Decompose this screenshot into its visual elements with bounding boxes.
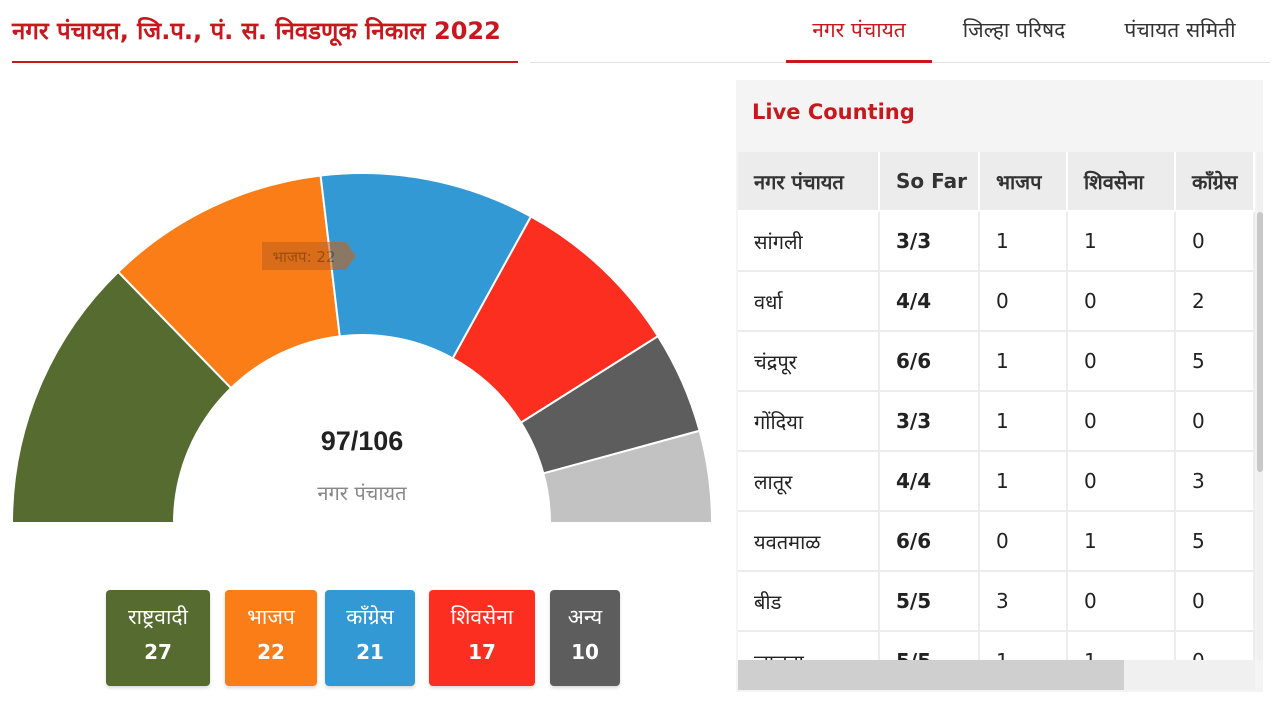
cell-value: 0: [1068, 332, 1176, 392]
center-value: 97/106: [321, 426, 404, 456]
live-counting-title: Live Counting: [752, 100, 915, 124]
table-row[interactable]: बीड 5/5 3 0 0: [738, 572, 1255, 632]
legend-badge-others[interactable]: अन्य 10: [550, 590, 620, 686]
tab-zilla-parishad[interactable]: जिल्हा परिषद: [962, 18, 1066, 42]
live-counting-panel: Live Counting नगर पंचायत So Far भाजप शिव…: [736, 80, 1263, 692]
column-header-so-far: So Far: [880, 152, 980, 212]
table-row[interactable]: वर्धा 4/4 0 0 2: [738, 272, 1255, 332]
cell-value: 0: [1176, 632, 1255, 660]
table-row[interactable]: चंद्रपूर 6/6 1 0 5: [738, 332, 1255, 392]
results-tabs: नगर पंचायत जिल्हा परिषद पंचायत समिती: [786, 14, 1270, 63]
chart-tooltip: भाजप: 22: [262, 242, 356, 270]
cell-value: 5: [1176, 512, 1255, 572]
center-label: नगर पंचायत: [317, 481, 407, 505]
cell-value: 1: [980, 632, 1068, 660]
cell-value: 1: [1068, 212, 1176, 272]
cell-value: 0: [1176, 572, 1255, 632]
table-header-row: नगर पंचायत So Far भाजप शिवसेना काँग्रेस: [738, 152, 1255, 212]
vertical-scrollbar[interactable]: [1257, 152, 1263, 660]
horizontal-scroll-thumb[interactable]: [738, 660, 1124, 690]
legend-badge-ncp[interactable]: राष्ट्रवादी 27: [106, 590, 210, 686]
legend-count: 22: [257, 640, 285, 664]
cell-value: 1: [980, 332, 1068, 392]
slice-5[interactable]: [542, 429, 714, 524]
cell-place: लातूर: [738, 452, 880, 512]
cell-value: 3: [1176, 452, 1255, 512]
cell-value: 1: [1068, 632, 1176, 660]
legend-name: काँग्रेस: [346, 605, 394, 629]
table-row[interactable]: यवतमाळ 6/6 0 1 5: [738, 512, 1255, 572]
cell-so-far: 6/6: [880, 332, 980, 392]
column-header-congress: काँग्रेस: [1176, 152, 1255, 212]
cell-place: वर्धा: [738, 272, 880, 332]
cell-value: 1: [1068, 512, 1176, 572]
legend-name: भाजप: [247, 605, 295, 629]
tab-nagar-panchayat[interactable]: नगर पंचायत: [786, 14, 932, 63]
cell-place: जालना: [738, 632, 880, 660]
horizontal-scrollbar[interactable]: [738, 660, 1255, 690]
table-row[interactable]: सांगली 3/3 1 1 0: [738, 212, 1255, 272]
cell-so-far: 4/4: [880, 452, 980, 512]
cell-value: 1: [980, 392, 1068, 452]
legend-badge-bjp[interactable]: भाजप 22: [225, 590, 317, 686]
column-header-shivsena: शिवसेना: [1068, 152, 1176, 212]
cell-value: 0: [1068, 272, 1176, 332]
cell-value: 1: [980, 452, 1068, 512]
cell-value: 5: [1176, 332, 1255, 392]
cell-place: यवतमाळ: [738, 512, 880, 572]
table-row[interactable]: जालना5/5110: [738, 632, 1255, 660]
cell-value: 0: [1068, 452, 1176, 512]
seat-share-chart[interactable]: 97/106 नगर पंचायत भाजप: 22: [0, 70, 730, 540]
cell-value: 3: [980, 572, 1068, 632]
table-row[interactable]: लातूर 4/4 1 0 3: [738, 452, 1255, 512]
title-underline: [12, 61, 518, 63]
cell-value: 0: [1068, 392, 1176, 452]
legend-count: 17: [468, 640, 496, 664]
cell-so-far: 4/4: [880, 272, 980, 332]
cell-so-far: 5/5: [880, 632, 980, 660]
cell-place: बीड: [738, 572, 880, 632]
legend-count: 21: [356, 640, 384, 664]
cell-so-far: 3/3: [880, 212, 980, 272]
legend-count: 10: [571, 640, 599, 664]
table-row[interactable]: गोंदिया 3/3 1 0 0: [738, 392, 1255, 452]
page-title: नगर पंचायत, जि.प., पं. स. निवडणूक निकाल …: [12, 17, 501, 45]
cell-value: 0: [980, 272, 1068, 332]
cell-value: 2: [1176, 272, 1255, 332]
legend-badge-congress[interactable]: काँग्रेस 21: [325, 590, 415, 686]
vertical-scroll-thumb[interactable]: [1257, 212, 1263, 472]
cell-place: गोंदिया: [738, 392, 880, 452]
cell-so-far: 6/6: [880, 512, 980, 572]
column-header-nagar-panchayat: नगर पंचायत: [738, 152, 880, 212]
cell-so-far: 3/3: [880, 392, 980, 452]
tooltip-text: भाजप: 22: [273, 248, 336, 266]
legend-name: शिवसेना: [450, 605, 514, 629]
legend-name: अन्य: [567, 605, 603, 629]
cell-so-far: 5/5: [880, 572, 980, 632]
legend-count: 27: [144, 640, 172, 664]
cell-value: 1: [980, 212, 1068, 272]
tooltip-box: [262, 242, 356, 270]
cell-place: सांगली: [738, 212, 880, 272]
cell-value: 0: [1176, 392, 1255, 452]
live-table-scroll[interactable]: नगर पंचायत So Far भाजप शिवसेना काँग्रेस …: [738, 152, 1255, 660]
cell-value: 0: [1176, 212, 1255, 272]
cell-place: चंद्रपूर: [738, 332, 880, 392]
cell-value: 0: [1068, 572, 1176, 632]
tab-panchayat-samiti[interactable]: पंचायत समिती: [1124, 18, 1236, 42]
column-header-bjp: भाजप: [980, 152, 1068, 212]
cell-value: 0: [980, 512, 1068, 572]
legend-name: राष्ट्रवादी: [128, 605, 188, 629]
live-counting-table: नगर पंचायत So Far भाजप शिवसेना काँग्रेस …: [738, 152, 1255, 660]
legend-badge-shivsena[interactable]: शिवसेना 17: [429, 590, 535, 686]
